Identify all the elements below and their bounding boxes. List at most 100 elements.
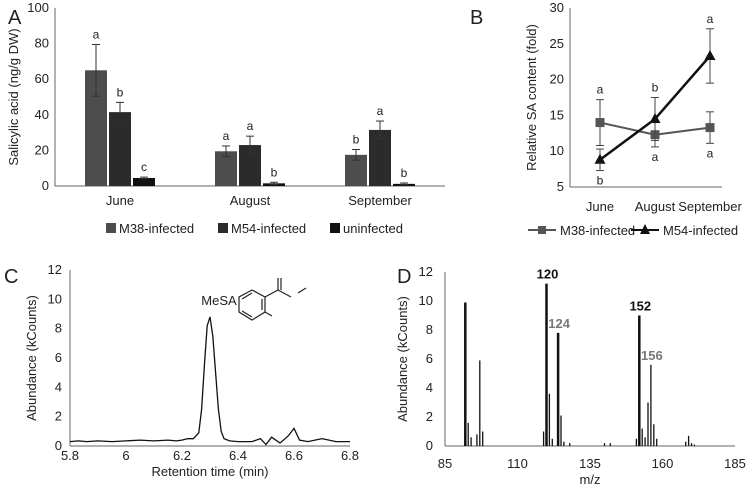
panel-a: A 0 20 40 60 80 100 Salicylic acid (ng/g DW) Jun…	[6, 0, 445, 236]
x-tick-label: 6.8	[341, 448, 359, 463]
peak-label: 120	[537, 267, 559, 282]
legend-swatch	[330, 223, 340, 233]
marker-triangle	[649, 112, 661, 123]
legend-swatch	[106, 223, 116, 233]
marker-square	[705, 123, 715, 133]
x-tick-label: 6.2	[173, 448, 191, 463]
legend-marker	[538, 226, 546, 234]
significance-letter: b	[117, 85, 124, 99]
marker-triangle	[704, 49, 716, 60]
x-tick-label: September	[678, 199, 742, 214]
legend-label: uninfected	[343, 221, 403, 236]
legend-label: M38-infected	[119, 221, 194, 236]
panel-d: D 0 2 4 6 8 10 12 85 110 135 160 185 m/z Abundance (kC…	[395, 264, 746, 487]
y-tick-label: 5	[557, 179, 564, 194]
bar	[239, 145, 261, 186]
y-tick-label: 0	[55, 438, 62, 453]
panel-b: B 5 10 15 20 25 30 Relative SA content (fold) Ju…	[470, 0, 742, 238]
x-tick-label: September	[348, 193, 412, 208]
y-tick-label: 20	[35, 142, 49, 157]
x-tick-label: 5.8	[61, 448, 79, 463]
y-tick-label: 4	[55, 379, 62, 394]
x-axis-label: Retention time (min)	[151, 464, 268, 479]
marker-square	[595, 118, 605, 128]
x-axis-label: m/z	[580, 472, 601, 487]
significance-letter: b	[353, 133, 360, 147]
y-tick-label: 2	[55, 409, 62, 424]
x-tick-label: 85	[438, 456, 452, 471]
bond	[297, 287, 307, 294]
y-tick-label: 30	[550, 0, 564, 15]
panel-c: C 0 2 4 6 8 10 12 5.8 6 6.2 6.4 6.6 6.8 Retention time…	[4, 262, 359, 479]
x-tick-label: 6.4	[229, 448, 247, 463]
y-tick-label: 100	[27, 0, 49, 15]
significance-letter: a	[597, 83, 604, 97]
y-tick-label: 6	[55, 350, 62, 365]
structure-drawing	[238, 278, 307, 321]
x-tick-label: 185	[724, 456, 746, 471]
y-tick-label: 2	[426, 409, 433, 424]
y-tick-label: 80	[35, 36, 49, 51]
ring-double-bond	[241, 310, 253, 318]
significance-letter: b	[597, 174, 604, 188]
significance-letter: b	[652, 81, 659, 95]
significance-letter: a	[707, 146, 714, 160]
legend-label: M54-infected	[663, 223, 738, 238]
chromatogram-trace	[69, 316, 350, 446]
y-tick-label: 8	[55, 321, 62, 336]
bar	[345, 154, 367, 186]
bond	[264, 289, 279, 298]
y-axis-label: Relative SA content (fold)	[524, 24, 539, 171]
y-tick-label: 12	[48, 262, 62, 277]
bar	[133, 177, 155, 186]
y-tick-label: 0	[42, 178, 49, 193]
x-tick-label: June	[106, 193, 134, 208]
peak-label: 124	[548, 316, 570, 331]
significance-letter: b	[271, 165, 278, 179]
y-tick-label: 0	[426, 438, 433, 453]
panel-letter-a: A	[8, 7, 22, 29]
y-axis-label: Abundance (kCounts)	[24, 295, 39, 421]
y-tick-label: 20	[550, 72, 564, 87]
y-tick-label: 10	[419, 293, 433, 308]
panel-letter-c: C	[4, 266, 18, 288]
legend-marker	[640, 224, 650, 234]
bar	[215, 151, 237, 186]
panel-letter-d: D	[397, 266, 411, 288]
significance-letter: a	[707, 12, 714, 26]
y-tick-label: 25	[550, 36, 564, 51]
bond	[277, 289, 292, 298]
ring-double-bond	[241, 292, 253, 300]
x-tick-label: 135	[579, 456, 601, 471]
peak-label: 156	[641, 348, 663, 363]
bar	[85, 70, 107, 186]
x-tick-label: 6	[122, 448, 129, 463]
bar	[369, 129, 391, 186]
y-tick-label: 15	[550, 107, 564, 122]
legend-swatch	[218, 223, 228, 233]
x-tick-label: August	[230, 193, 271, 208]
peak-annotation: MeSA	[201, 293, 237, 308]
x-tick-label: 6.6	[285, 448, 303, 463]
significance-letter: a	[93, 27, 100, 41]
significance-letter: c	[141, 160, 147, 174]
y-tick-label: 8	[426, 322, 433, 337]
bar	[109, 112, 131, 186]
significance-letter: a	[223, 129, 230, 143]
marker-triangle	[594, 153, 606, 164]
x-tick-label: 110	[507, 456, 528, 471]
x-tick-label: 160	[652, 456, 674, 471]
significance-letter: a	[247, 119, 254, 133]
legend-label: M54-infected	[231, 221, 306, 236]
significance-letter: b	[401, 166, 408, 180]
legend-label: M38-infected	[560, 223, 635, 238]
y-axis-label: Abundance (kCounts)	[395, 296, 410, 422]
y-tick-label: 10	[550, 143, 564, 158]
peak-label: 152	[629, 299, 651, 314]
y-tick-label: 10	[48, 291, 62, 306]
y-tick-label: 40	[35, 107, 49, 122]
y-tick-label: 60	[35, 71, 49, 86]
panel-letter-b: B	[470, 7, 483, 29]
y-tick-label: 4	[426, 380, 433, 395]
